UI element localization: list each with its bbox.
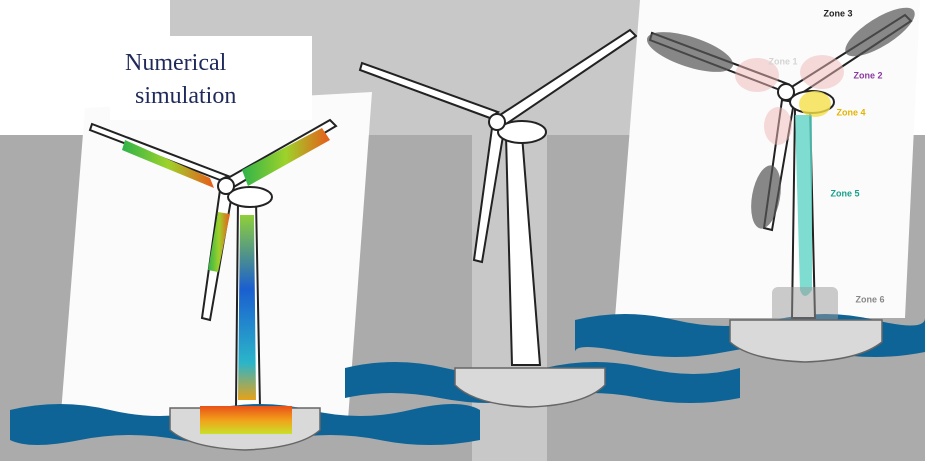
heading-box [110,36,312,120]
heading-line: Numerical [125,50,227,76]
turbine-simulated [88,118,338,409]
zone-label: Zone 2 [853,70,882,80]
platform [454,367,606,408]
zone-label: Zone 4 [836,107,865,117]
zone-label: Zone 3 [823,8,852,18]
turbine-sketch [358,28,638,366]
paper [615,0,920,318]
heading: Numerical simulation [125,50,236,109]
zone-label: Zone 6 [855,294,884,304]
zone-label: Zone 5 [830,188,859,198]
platform [729,319,883,363]
heading-line: simulation [135,83,236,109]
platform-simulation [200,406,292,434]
zone-label: Zone 1 [768,56,797,66]
turbine-zones [646,7,915,323]
